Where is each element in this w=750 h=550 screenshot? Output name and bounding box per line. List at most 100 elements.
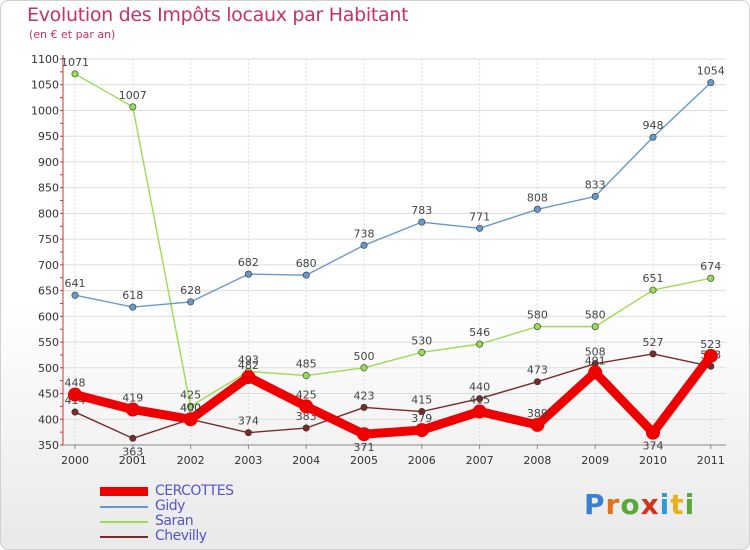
data-label-saran: 1007 xyxy=(119,89,147,102)
data-label-cercottes: 448 xyxy=(65,377,86,390)
data-label-cercottes: 374 xyxy=(643,440,664,453)
logo-letter: i xyxy=(684,488,696,521)
y-tick-label: 450 xyxy=(38,388,59,401)
data-label-cercottes: 400 xyxy=(180,401,201,414)
data-point-gidy xyxy=(649,133,657,141)
series-line-cercottes xyxy=(70,351,716,439)
x-tick-label: 2008 xyxy=(523,454,551,467)
data-label-saran: 580 xyxy=(527,309,548,322)
data-point-saran xyxy=(129,103,137,111)
data-point-cercottes xyxy=(472,404,487,419)
data-label-chevilly: 423 xyxy=(354,389,375,402)
data-label-gidy: 783 xyxy=(411,204,432,217)
logo-letter: i xyxy=(659,488,671,521)
legend-label-gidy: Gidy xyxy=(155,498,185,514)
x-tick-label: 2000 xyxy=(61,454,89,467)
data-point-cercottes xyxy=(588,365,603,380)
legend-swatch-saran xyxy=(100,521,148,523)
data-point-chevilly xyxy=(129,434,137,442)
data-label-cercottes: 491 xyxy=(585,354,606,367)
data-point-saran xyxy=(418,348,426,356)
data-label-cercottes: 389 xyxy=(527,407,548,420)
data-point-saran xyxy=(649,286,657,294)
data-point-gidy xyxy=(244,270,252,278)
data-label-chevilly: 374 xyxy=(238,415,259,428)
data-point-saran xyxy=(707,274,715,282)
data-label-gidy: 808 xyxy=(527,191,548,204)
data-point-saran xyxy=(71,70,79,78)
data-label-saran: 425 xyxy=(180,388,201,401)
data-point-gidy xyxy=(533,205,541,213)
data-point-cercottes xyxy=(299,399,314,414)
data-point-saran xyxy=(591,323,599,331)
data-label-gidy: 680 xyxy=(296,257,317,270)
x-tick-label: 2011 xyxy=(697,454,725,467)
data-point-gidy xyxy=(707,79,715,87)
y-tick-label: 950 xyxy=(38,130,59,143)
data-label-saran: 651 xyxy=(643,272,664,285)
data-label-cercottes: 523 xyxy=(700,338,721,351)
logo-letter: t xyxy=(670,488,685,521)
data-label-chevilly: 527 xyxy=(643,336,664,349)
data-label-chevilly: 473 xyxy=(527,364,548,377)
logo-letter: r xyxy=(605,488,621,521)
data-point-chevilly xyxy=(533,378,541,386)
x-tick-label: 2009 xyxy=(581,454,609,467)
data-point-saran xyxy=(476,340,484,348)
series-line-chevilly xyxy=(74,353,712,440)
y-tick-label: 850 xyxy=(38,182,59,195)
y-tick-label: 1050 xyxy=(31,79,59,92)
x-tick-label: 2002 xyxy=(177,454,205,467)
y-tick-label: 700 xyxy=(38,259,59,272)
x-tick-label: 2010 xyxy=(639,454,667,467)
legend-swatch-gidy xyxy=(100,506,148,508)
data-point-gidy xyxy=(129,303,137,311)
legend-swatch-cercottes xyxy=(100,487,148,496)
data-label-saran: 674 xyxy=(700,260,721,273)
chart-title: Evolution des Impôts locaux par Habitant xyxy=(27,4,409,26)
data-label-saran: 493 xyxy=(238,353,259,366)
data-label-cercottes: 379 xyxy=(411,412,432,425)
x-tick-label: 2006 xyxy=(408,454,436,467)
data-point-chevilly xyxy=(476,395,484,403)
data-label-gidy: 628 xyxy=(180,284,201,297)
data-point-saran xyxy=(360,364,368,372)
data-point-gidy xyxy=(302,271,310,279)
data-point-saran xyxy=(533,323,541,331)
data-label-saran: 580 xyxy=(585,309,606,322)
data-point-gidy xyxy=(476,224,484,232)
data-label-cercottes: 371 xyxy=(354,441,375,454)
data-point-gidy xyxy=(360,241,368,249)
series-line-saran xyxy=(74,73,712,408)
data-point-cercottes xyxy=(357,427,371,442)
data-point-cercottes xyxy=(68,387,82,402)
data-point-chevilly xyxy=(244,429,252,437)
data-label-cercottes: 415 xyxy=(469,394,490,407)
legend-label-cercottes: CERCOTTES xyxy=(155,483,234,499)
x-tick-label: 2003 xyxy=(234,454,262,467)
data-label-chevilly: 440 xyxy=(469,381,490,394)
data-point-chevilly xyxy=(360,403,368,411)
data-label-gidy: 1054 xyxy=(697,65,725,78)
data-label-cercottes: 419 xyxy=(122,391,143,404)
data-label-saran: 1071 xyxy=(61,56,89,69)
x-tick-label: 2004 xyxy=(292,454,320,467)
data-point-cercottes xyxy=(703,348,718,363)
data-point-cercottes xyxy=(183,412,198,427)
data-point-gidy xyxy=(591,192,599,200)
x-tick-label: 2005 xyxy=(350,454,378,467)
data-point-cercottes xyxy=(241,370,256,385)
y-tick-label: 550 xyxy=(38,336,59,349)
proxiti-logo: Proxiti xyxy=(584,488,695,521)
data-point-gidy xyxy=(187,298,195,306)
legend-label-chevilly: Chevilly xyxy=(155,528,207,544)
y-tick-label: 500 xyxy=(38,362,59,375)
data-point-gidy xyxy=(418,218,426,226)
y-tick-label: 400 xyxy=(38,413,59,426)
data-label-cercottes: 482 xyxy=(238,359,259,372)
legend-swatch-chevilly xyxy=(100,536,148,538)
data-point-chevilly xyxy=(418,408,426,416)
data-point-chevilly xyxy=(649,350,657,358)
y-tick-label: 1000 xyxy=(31,104,59,117)
